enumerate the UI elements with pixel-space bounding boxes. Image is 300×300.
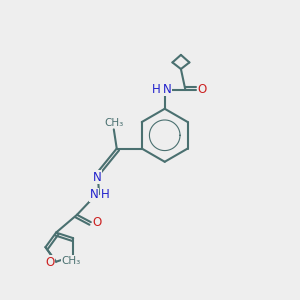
Text: N: N (93, 171, 101, 184)
Text: O: O (197, 82, 207, 95)
Text: CH₃: CH₃ (104, 118, 123, 128)
Text: O: O (92, 216, 101, 229)
Text: H: H (101, 188, 110, 201)
Text: CH₃: CH₃ (62, 256, 81, 266)
Text: N: N (89, 188, 98, 201)
Text: O: O (45, 256, 54, 269)
Text: H: H (152, 82, 161, 95)
Text: N: N (163, 82, 172, 95)
